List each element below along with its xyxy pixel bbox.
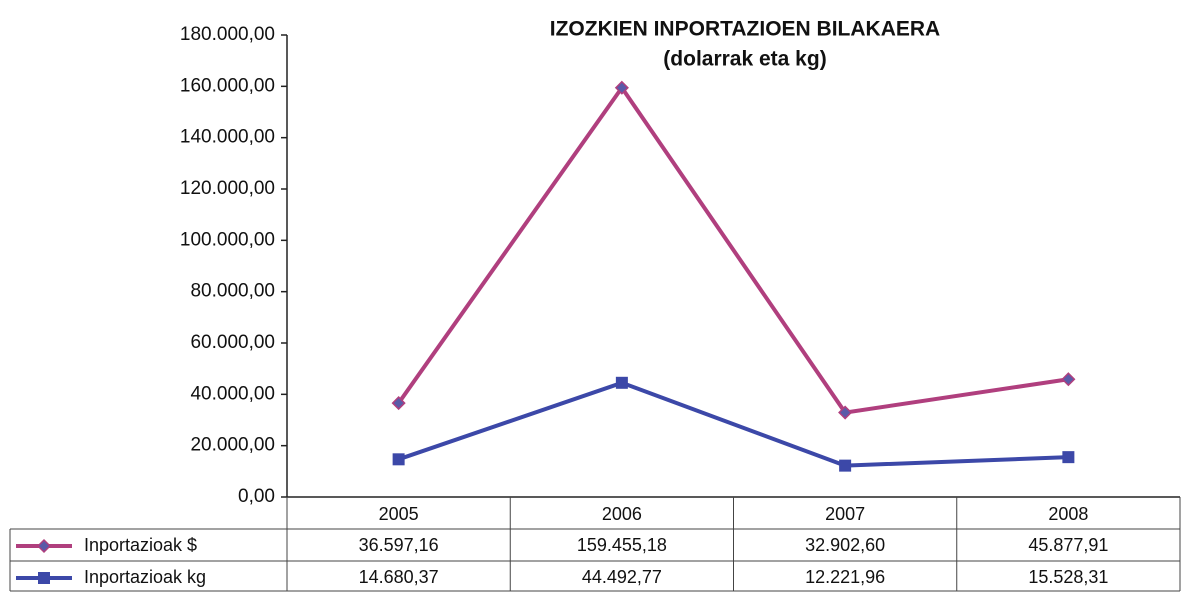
chart-subtitle: (dolarrak eta kg) bbox=[663, 48, 826, 71]
x-tick-label: 2005 bbox=[379, 504, 419, 524]
table-value: 36.597,16 bbox=[359, 535, 439, 555]
y-tick-label: 40.000,00 bbox=[190, 383, 275, 404]
y-tick-label: 180.000,00 bbox=[180, 24, 275, 45]
series-line bbox=[396, 84, 1069, 415]
legend-marker bbox=[38, 572, 50, 584]
y-tick-label: 60.000,00 bbox=[190, 332, 275, 353]
data-point bbox=[1062, 451, 1075, 464]
y-tick-label: 160.000,00 bbox=[180, 75, 275, 96]
table-value: 15.528,31 bbox=[1028, 567, 1108, 587]
data-point bbox=[1061, 372, 1076, 387]
table-value: 45.877,91 bbox=[1028, 535, 1108, 555]
data-point bbox=[391, 396, 406, 411]
y-tick-label: 140.000,00 bbox=[180, 127, 275, 148]
series-line bbox=[397, 380, 1069, 468]
legend-marker bbox=[36, 538, 52, 554]
table-value: 159.455,18 bbox=[577, 535, 667, 555]
chart-title: IZOZKIEN INPORTAZIOEN BILAKAERA bbox=[550, 18, 940, 41]
y-tick-label: 0,00 bbox=[238, 486, 275, 507]
table-value: 32.902,60 bbox=[805, 535, 885, 555]
table-value: 44.492,77 bbox=[582, 567, 662, 587]
y-tick-label: 100.000,00 bbox=[180, 229, 275, 250]
y-tick-label: 120.000,00 bbox=[180, 178, 275, 199]
y-tick-label: 20.000,00 bbox=[190, 435, 275, 456]
table-value: 14.680,37 bbox=[359, 567, 439, 587]
data-point bbox=[392, 453, 405, 466]
legend-label: Inportazioak kg bbox=[84, 567, 206, 587]
x-tick-label: 2007 bbox=[825, 504, 865, 524]
x-tick-label: 2008 bbox=[1048, 504, 1088, 524]
data-point bbox=[839, 459, 852, 472]
data-point bbox=[614, 80, 629, 95]
data-point bbox=[615, 376, 628, 389]
legend-label: Inportazioak $ bbox=[84, 535, 197, 555]
y-tick-label: 80.000,00 bbox=[190, 281, 275, 302]
x-tick-label: 2006 bbox=[602, 504, 642, 524]
data-point bbox=[838, 405, 853, 420]
table-value: 12.221,96 bbox=[805, 567, 885, 587]
